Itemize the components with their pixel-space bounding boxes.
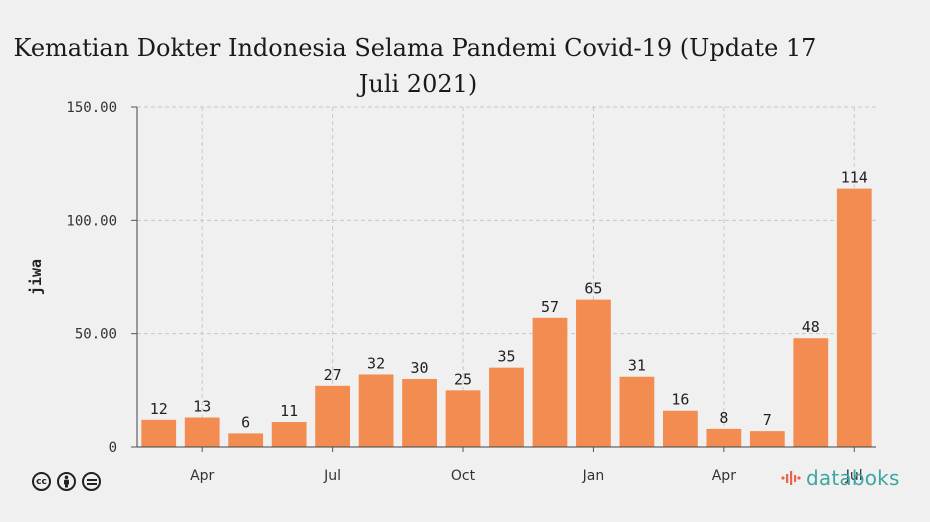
bar: [315, 385, 351, 447]
bar: [358, 374, 394, 447]
axes: 0 50.00 100.00 150.00 Apr Jul Oct Jan Apr Jul jiwa: [27, 100, 876, 484]
bar: [706, 428, 742, 447]
bar: [576, 299, 611, 447]
bar: [749, 431, 785, 447]
databoks-logo-icon: [781, 471, 801, 485]
x-tick-label: Jul: [323, 468, 341, 484]
data-label: 35: [497, 348, 515, 366]
chart-title: Kematian Dokter Indonesia Selama Pandemi…: [0, 30, 830, 102]
databoks-brand[interactable]: databoks: [780, 466, 900, 490]
data-label: 27: [324, 366, 342, 384]
data-label: 6: [241, 413, 250, 431]
x-tick-label: Jan: [582, 468, 605, 484]
license-icons: cc: [32, 472, 101, 491]
y-tick-label: 150.00: [66, 100, 117, 116]
databoks-wordmark: databoks: [806, 466, 900, 490]
data-label: 16: [671, 391, 689, 409]
bar: [662, 410, 698, 447]
bars: [141, 188, 872, 447]
chart-title-line-2: Juli 2021): [358, 70, 478, 98]
data-label: 31: [628, 357, 646, 375]
y-tick-label: 0: [109, 440, 117, 456]
bar: [532, 317, 568, 447]
x-tick-label: Apr: [712, 468, 736, 484]
data-label: 25: [454, 370, 472, 388]
y-tick-label: 50.00: [75, 327, 117, 343]
chart-title-line-1: Kematian Dokter Indonesia Selama Pandemi…: [13, 34, 817, 62]
data-label: 7: [763, 411, 772, 429]
bar: [228, 433, 264, 447]
data-label: 48: [802, 318, 820, 336]
data-label: 8: [719, 409, 728, 427]
bar: [141, 419, 177, 447]
data-label: 32: [367, 354, 385, 372]
data-label: 30: [411, 359, 429, 377]
cc-icon: cc: [32, 472, 51, 491]
bar: [402, 379, 437, 447]
no-derivatives-icon: [82, 472, 101, 491]
attribution-icon: [57, 472, 76, 491]
y-axis-label: jiwa: [27, 259, 45, 295]
data-label: 114: [841, 169, 868, 187]
bar: [184, 417, 220, 447]
data-label: 11: [280, 402, 298, 420]
bar: [619, 376, 655, 447]
x-tick-label: Jul: [845, 468, 863, 484]
bar: [793, 338, 829, 447]
data-label: 65: [584, 280, 602, 298]
data-label: 13: [193, 398, 211, 416]
bar: [271, 422, 307, 447]
bar: [489, 367, 524, 447]
bar: [836, 188, 872, 447]
data-label: 57: [541, 298, 559, 316]
data-labels: 12 13 6 11 27 32 30 25 35 57 65 31 16 8 7 48 114: [150, 169, 868, 432]
x-tick-label: Oct: [451, 468, 476, 484]
bar: [445, 390, 481, 447]
y-tick-label: 100.00: [66, 213, 117, 229]
data-label: 12: [150, 400, 168, 418]
x-tick-label: Apr: [190, 468, 214, 484]
